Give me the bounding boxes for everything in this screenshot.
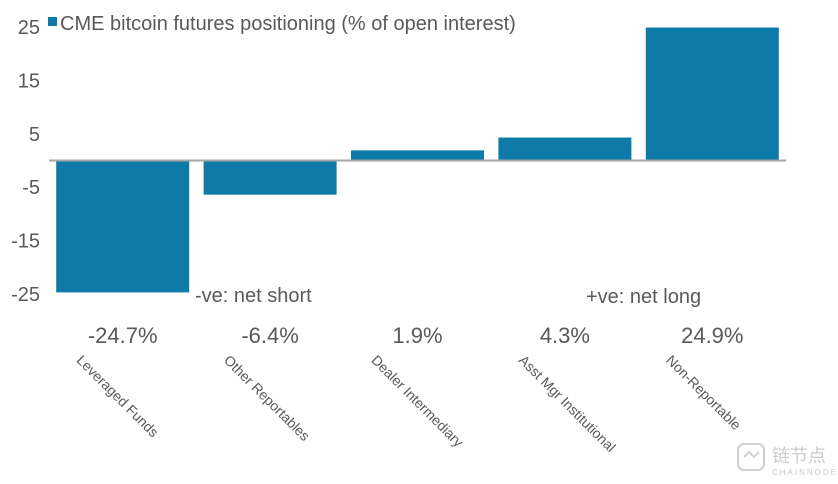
category-label: Leveraged Funds bbox=[74, 352, 162, 440]
bar bbox=[351, 150, 484, 161]
watermark-glyphs: 链节点 bbox=[772, 446, 826, 467]
y-tick-label: -25 bbox=[11, 284, 40, 306]
watermark: 链节点 CHAINNODE bbox=[737, 443, 838, 477]
legend-swatch bbox=[48, 17, 57, 26]
bars bbox=[56, 27, 779, 293]
category-labels: Leveraged Funds Other Reportables Dealer I… bbox=[74, 352, 745, 455]
legend: CME bitcoin futures positioning (% of op… bbox=[48, 13, 516, 35]
category-label: Non-Reportable bbox=[663, 352, 744, 433]
data-labels: -24.7% -6.4% 1.9% 4.3% 24.9% bbox=[88, 323, 744, 348]
category-label: Dealer Intermediary bbox=[368, 352, 466, 450]
bar bbox=[498, 137, 632, 161]
watermark-text: CHAINNODE bbox=[772, 468, 838, 477]
data-label: -24.7% bbox=[88, 323, 158, 348]
annotation-net-long: +ve: net long bbox=[586, 286, 701, 308]
y-axis-ticks: 25 15 5 -5 -15 -25 bbox=[11, 17, 40, 306]
data-label: 4.3% bbox=[540, 323, 590, 348]
y-tick-label: 15 bbox=[18, 70, 40, 92]
data-label: 24.9% bbox=[681, 323, 743, 348]
category-label: Other Reportables bbox=[221, 352, 313, 444]
data-label: -6.4% bbox=[241, 323, 298, 348]
y-tick-label: -15 bbox=[11, 231, 40, 253]
y-tick-label: -5 bbox=[22, 177, 40, 199]
annotation-net-short: -ve: net short bbox=[195, 285, 312, 307]
legend-label: CME bitcoin futures positioning (% of op… bbox=[60, 13, 516, 35]
y-tick-label: 5 bbox=[29, 124, 40, 146]
data-label: 1.9% bbox=[392, 323, 442, 348]
bar bbox=[203, 160, 337, 195]
chainnode-logo-icon bbox=[737, 443, 765, 471]
y-tick-label: 25 bbox=[18, 17, 40, 39]
bar bbox=[56, 160, 190, 293]
bar bbox=[645, 27, 779, 161]
category-label: Asst Mgr Institutional bbox=[516, 352, 619, 455]
